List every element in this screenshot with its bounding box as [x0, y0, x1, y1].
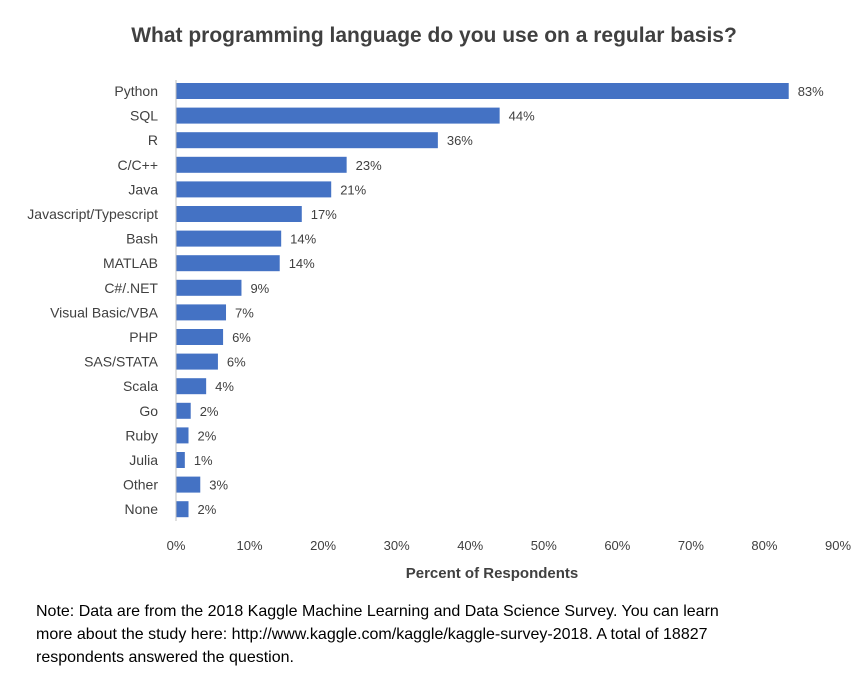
bar — [176, 353, 218, 370]
x-tick-label: 70% — [678, 538, 704, 553]
category-label: Python — [114, 83, 158, 99]
category-label: SAS/STATA — [84, 354, 159, 370]
data-label: 23% — [356, 158, 382, 173]
data-label: 17% — [311, 207, 337, 222]
data-label: 36% — [447, 133, 473, 148]
bar — [176, 452, 185, 468]
category-label: Julia — [129, 452, 158, 468]
data-label: 9% — [250, 281, 269, 296]
category-label: Bash — [126, 231, 158, 247]
data-label: 2% — [200, 404, 219, 419]
category-label: C#/.NET — [104, 280, 158, 296]
category-label: Ruby — [125, 427, 158, 443]
x-tick-label: 50% — [531, 538, 557, 553]
bar — [176, 181, 332, 198]
category-label: C/C++ — [118, 157, 158, 173]
bar — [176, 230, 282, 247]
bar-chart: Python 83% SQL 44% R 36% C/C++ 23% Java 21% Javasc… — [27, 80, 851, 582]
x-tick-label: 10% — [237, 538, 263, 553]
data-label: 7% — [235, 305, 254, 320]
bar — [176, 304, 227, 321]
data-label: 6% — [227, 355, 246, 370]
bar — [176, 501, 189, 518]
category-label: None — [125, 501, 159, 517]
data-label: 44% — [509, 109, 535, 124]
bar — [176, 329, 224, 345]
bar — [176, 107, 500, 124]
note-line-1: Note: Data are from the 2018 Kaggle Mach… — [36, 603, 719, 620]
data-label: 6% — [232, 330, 251, 345]
data-label: 14% — [289, 256, 315, 271]
bar — [176, 255, 280, 272]
data-label: 3% — [209, 478, 228, 493]
category-label: Scala — [123, 378, 158, 394]
bar — [176, 83, 789, 99]
bar — [176, 132, 438, 149]
bar — [176, 427, 189, 444]
chart-note: Note: Data are from the 2018 Kaggle Mach… — [36, 600, 846, 669]
data-label: 14% — [290, 232, 316, 247]
bar — [176, 476, 201, 493]
category-label: Visual Basic/VBA — [50, 304, 159, 320]
category-label: Go — [139, 403, 158, 419]
category-label: Java — [128, 181, 158, 197]
x-tick-label: 80% — [751, 538, 777, 553]
data-label: 4% — [215, 379, 234, 394]
data-label: 1% — [194, 453, 213, 468]
bar — [176, 206, 302, 222]
category-label: MATLAB — [103, 255, 158, 271]
x-tick-label: 90% — [825, 538, 851, 553]
category-label: SQL — [130, 108, 158, 124]
x-tick-label: 0% — [167, 538, 186, 553]
data-label: 83% — [798, 84, 824, 99]
x-tick-label: 60% — [604, 538, 630, 553]
x-axis-title: Percent of Respondents — [406, 565, 579, 582]
category-label: Other — [123, 477, 158, 493]
category-label: R — [148, 132, 158, 148]
chart-title: What programming language do you use on … — [131, 24, 737, 47]
x-tick-label: 40% — [457, 538, 483, 553]
bar — [176, 156, 347, 173]
category-label: PHP — [129, 329, 158, 345]
data-label: 2% — [198, 502, 217, 517]
data-label: 21% — [340, 182, 366, 197]
data-label: 2% — [198, 428, 217, 443]
note-line-2: more about the study here: http://www.ka… — [36, 626, 708, 643]
bar — [176, 378, 207, 395]
category-label: Javascript/Typescript — [27, 206, 158, 222]
bar — [176, 279, 242, 296]
x-tick-label: 20% — [310, 538, 336, 553]
note-line-3: respondents answered the question. — [36, 649, 294, 666]
x-tick-label: 30% — [384, 538, 410, 553]
bar — [176, 402, 191, 419]
